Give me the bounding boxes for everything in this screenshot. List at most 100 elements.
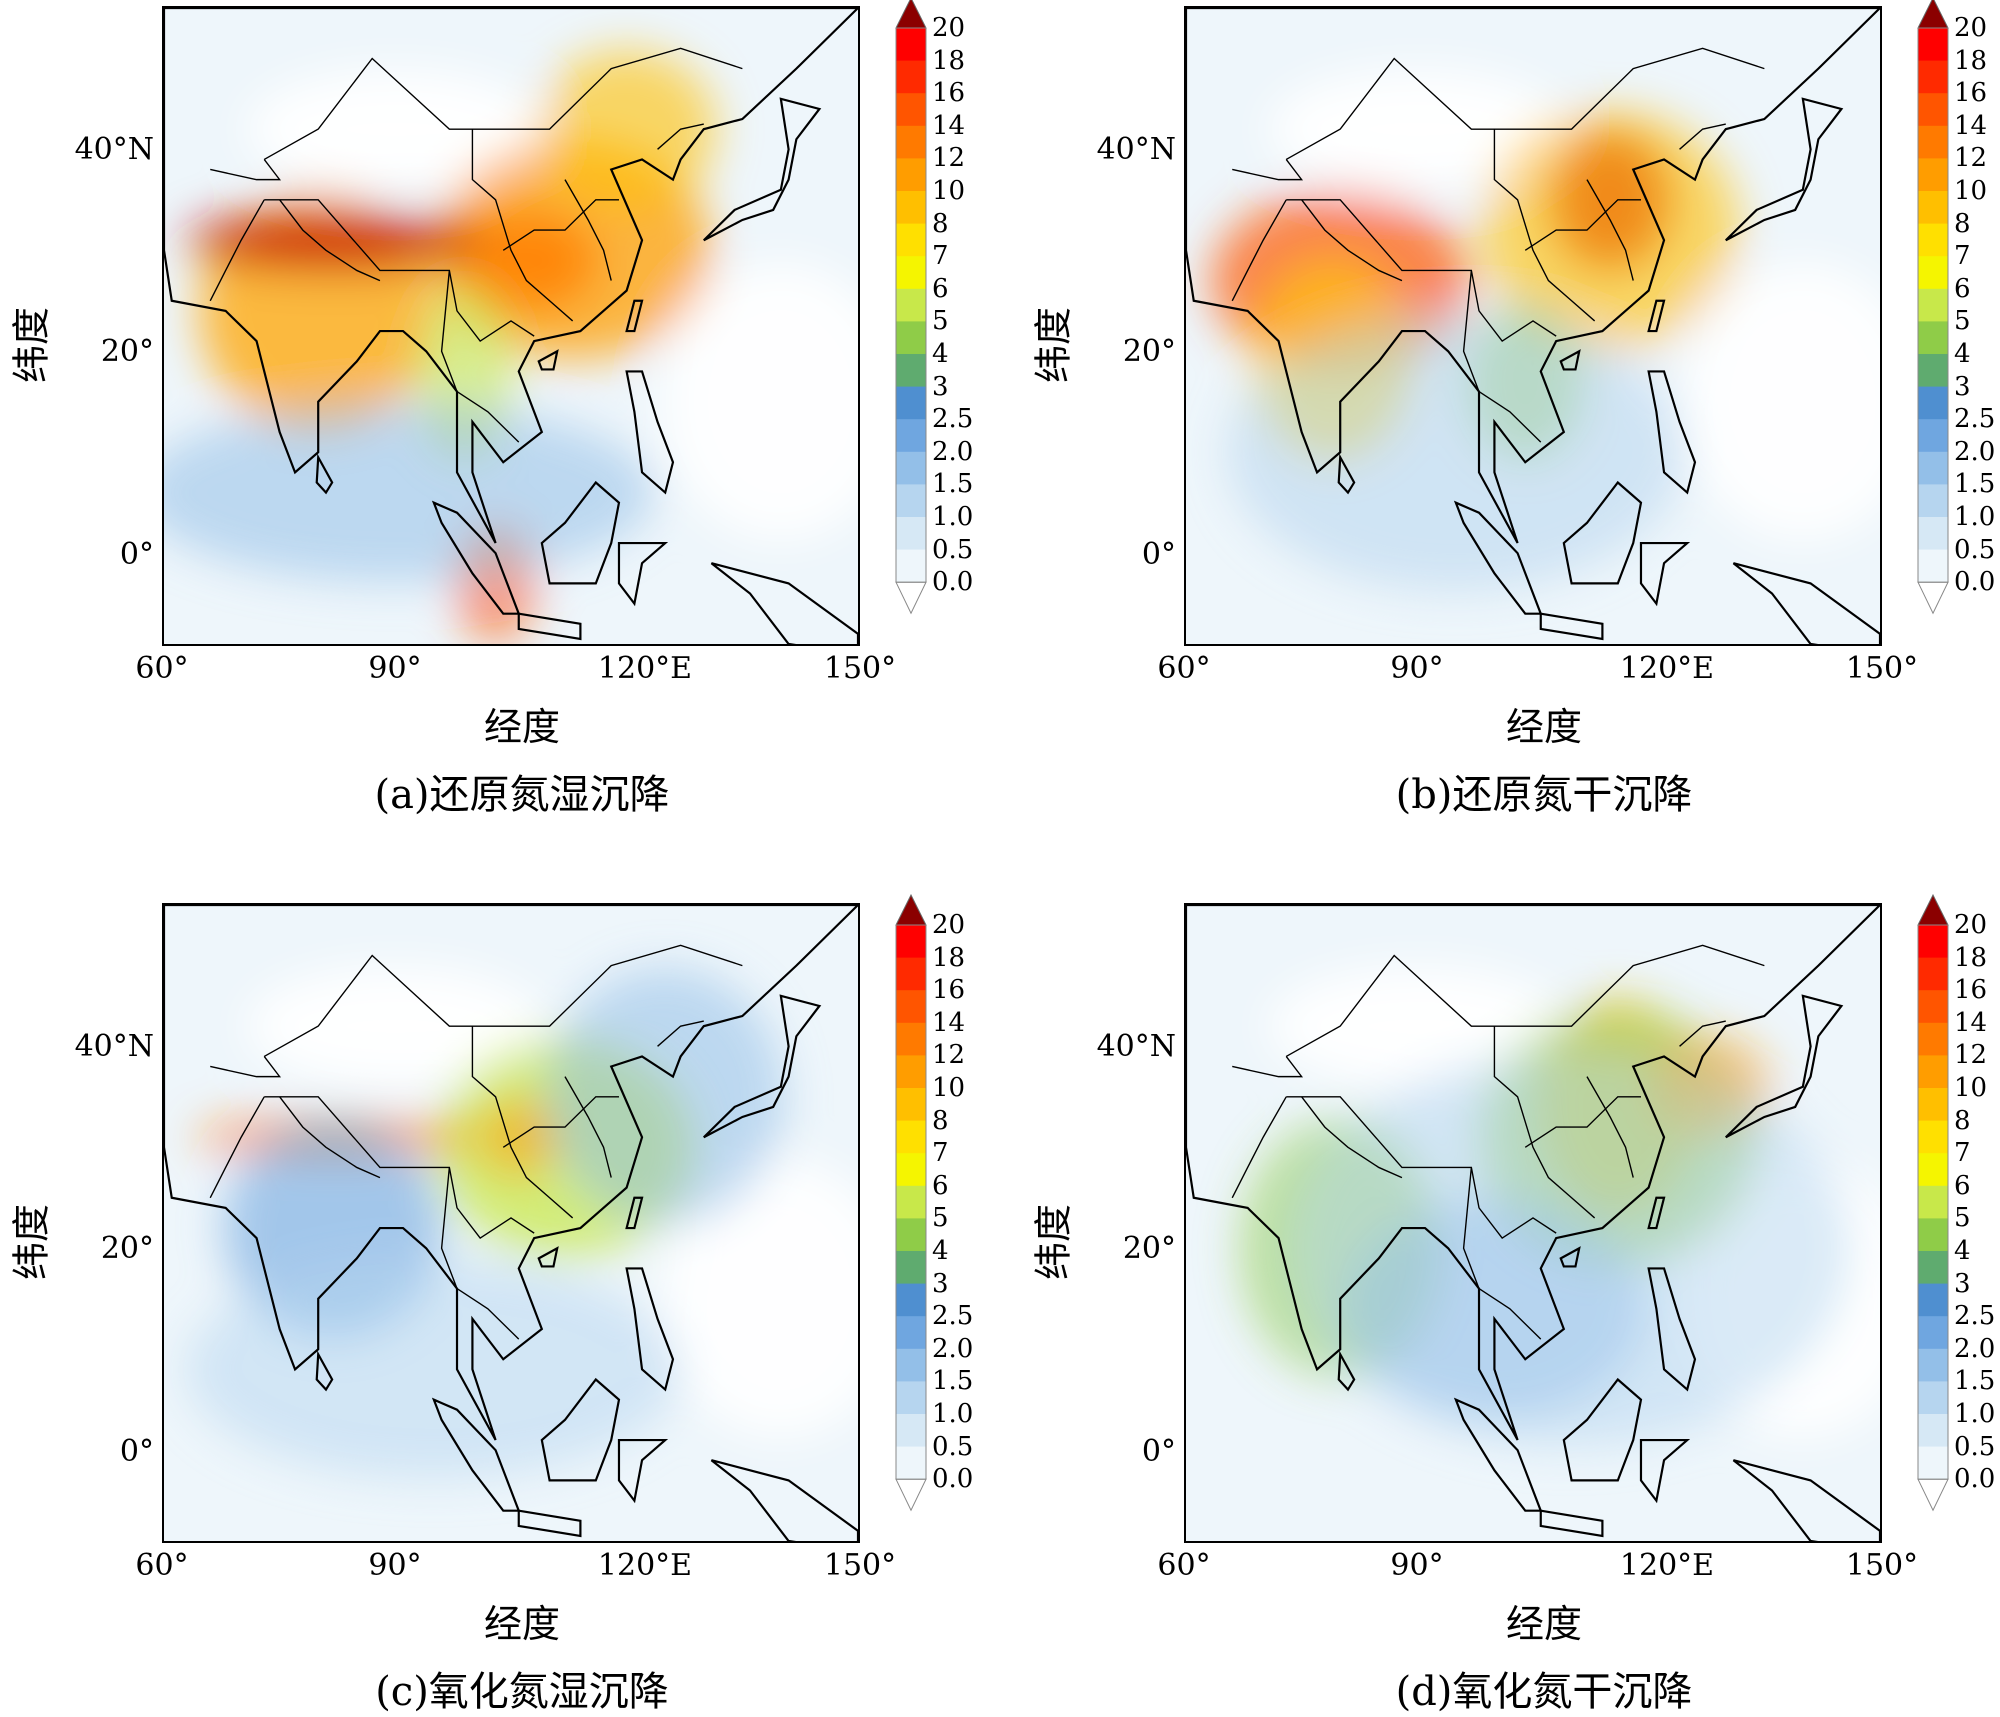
panel-caption: (d)氧化氮干沉降 <box>1395 1669 1693 1715</box>
colorbar-label: 6 <box>932 1170 949 1201</box>
colorbar-label: 10 <box>932 176 966 206</box>
colorbar-segment <box>896 353 926 388</box>
x-tick-label: 120°E <box>597 1548 693 1583</box>
x-axis-title: 经度 <box>483 1602 561 1646</box>
colorbar-segment <box>896 1381 926 1415</box>
colorbar-segment <box>1918 957 1948 991</box>
colorbar-label: 0.5 <box>932 1431 974 1462</box>
x-axis-title: 经度 <box>483 705 561 749</box>
colorbar-label: 5 <box>1954 1203 1971 1234</box>
colorbar-segment <box>1918 223 1948 257</box>
colorbar-label: 7 <box>1954 1138 1971 1169</box>
colorbar-label: 2.5 <box>1954 404 1996 435</box>
x-tick-label: 150° <box>823 651 897 686</box>
colorbar-segment <box>1918 451 1948 485</box>
colorbar-segment <box>1918 1055 1948 1089</box>
wet-noy-deposition-map <box>162 903 860 1543</box>
colorbar-label: 6 <box>932 273 949 304</box>
colorbar-segment <box>1918 1087 1948 1122</box>
colorbar-label: 4 <box>1954 339 1971 369</box>
colorbar-label: 8 <box>1954 1105 1971 1136</box>
x-tick-label: 60° <box>1157 1548 1211 1583</box>
colorbar-label: 3 <box>1954 1268 1971 1299</box>
colorbar-label: 2.0 <box>932 1333 974 1364</box>
y-tick-label: 0° <box>119 1434 154 1469</box>
colorbar-label: 4 <box>932 1236 949 1266</box>
colorbar-segment <box>896 1022 926 1056</box>
colorbar-segment <box>896 321 926 355</box>
colorbar-extend-bottom <box>895 1478 927 1512</box>
colorbar-label: 10 <box>932 1073 966 1103</box>
colorbar-label: 3 <box>932 1268 949 1299</box>
colorbar-segment <box>896 223 926 257</box>
colorbar-label: 0.0 <box>1954 1464 1996 1495</box>
colorbar-label: 1.0 <box>1954 1399 1996 1429</box>
colorbar-label: 8 <box>932 1105 949 1136</box>
colorbar-label: 12 <box>932 143 966 174</box>
colorbar-segment <box>1918 256 1948 290</box>
dry-nhx-deposition-map <box>1184 6 1882 646</box>
colorbar-label: 0.0 <box>932 1464 974 1495</box>
colorbar-label: 10 <box>1954 176 1988 206</box>
colorbar-segment <box>896 1446 926 1480</box>
colorbar-segment <box>896 1348 926 1382</box>
colorbar-segment <box>896 516 926 551</box>
colorbar-segment <box>896 1316 926 1350</box>
colorbar-segment <box>896 1413 926 1448</box>
colorbar-label: 12 <box>932 1040 966 1071</box>
colorbar-label: 7 <box>932 241 949 272</box>
colorbar-label: 18 <box>932 45 966 76</box>
colorbar-segment <box>896 1087 926 1122</box>
colorbar-label: 18 <box>1954 942 1988 973</box>
y-axis-title: 纬度 <box>9 1203 54 1281</box>
colorbar-label: 18 <box>932 942 966 973</box>
x-tick-label: 90° <box>368 1548 422 1583</box>
colorbar-label: 1.5 <box>1954 469 1996 500</box>
colorbar-segment <box>1918 1381 1948 1415</box>
colorbar-label: 7 <box>1954 241 1971 272</box>
colorbar-label: 8 <box>1954 208 1971 239</box>
colorbar-segment <box>1918 93 1948 127</box>
colorbar-label: 16 <box>932 975 966 1006</box>
map-graphic <box>1186 8 1880 644</box>
colorbar-segment <box>1918 924 1948 959</box>
colorbar-segment <box>1918 1348 1948 1382</box>
y-tick-label: 20° <box>100 334 154 369</box>
colorbar-label: 8 <box>932 208 949 239</box>
colorbar-segment <box>1918 1185 1948 1219</box>
y-axis-title: 纬度 <box>1031 306 1076 384</box>
colorbar-label: 1.0 <box>1954 502 1996 532</box>
y-tick-label: 20° <box>1122 334 1176 369</box>
panel-caption: (c)氧化氮湿沉降 <box>375 1669 669 1715</box>
colorbar-segment <box>1918 1250 1948 1285</box>
colorbar-segment <box>896 256 926 290</box>
x-axis-title: 经度 <box>1505 1602 1583 1646</box>
colorbar-label: 20 <box>1954 13 1988 43</box>
colorbar-segment <box>896 60 926 94</box>
colorbar-extend-bottom <box>1917 1478 1949 1512</box>
colorbar-label: 16 <box>1954 975 1988 1006</box>
colorbar-label: 14 <box>932 110 966 141</box>
dry-noy-deposition-map <box>1184 903 1882 1543</box>
colorbar-segment <box>1918 1120 1948 1154</box>
colorbar-label: 2.0 <box>1954 436 1996 467</box>
x-tick-label: 90° <box>1390 651 1444 686</box>
colorbar <box>1917 0 1949 615</box>
x-tick-label: 150° <box>1845 651 1919 686</box>
colorbar-label: 14 <box>932 1007 966 1038</box>
colorbar-label: 6 <box>1954 273 1971 304</box>
colorbar-label: 1.5 <box>1954 1366 1996 1397</box>
colorbar-segment <box>896 1283 926 1317</box>
colorbar-segment <box>1918 549 1948 583</box>
x-tick-label: 90° <box>1390 1548 1444 1583</box>
panel-caption: (b)还原氮干沉降 <box>1395 772 1693 818</box>
colorbar-segment <box>896 1185 926 1219</box>
colorbar-label: 0.5 <box>932 534 974 565</box>
colorbar-label: 2.5 <box>1954 1301 1996 1332</box>
colorbar-segment <box>896 93 926 127</box>
colorbar-segment <box>896 1218 926 1252</box>
colorbar-segment <box>896 549 926 583</box>
map-graphic <box>1186 905 1880 1541</box>
colorbar-segment <box>896 1250 926 1285</box>
colorbar-extend-top <box>1917 0 1949 29</box>
